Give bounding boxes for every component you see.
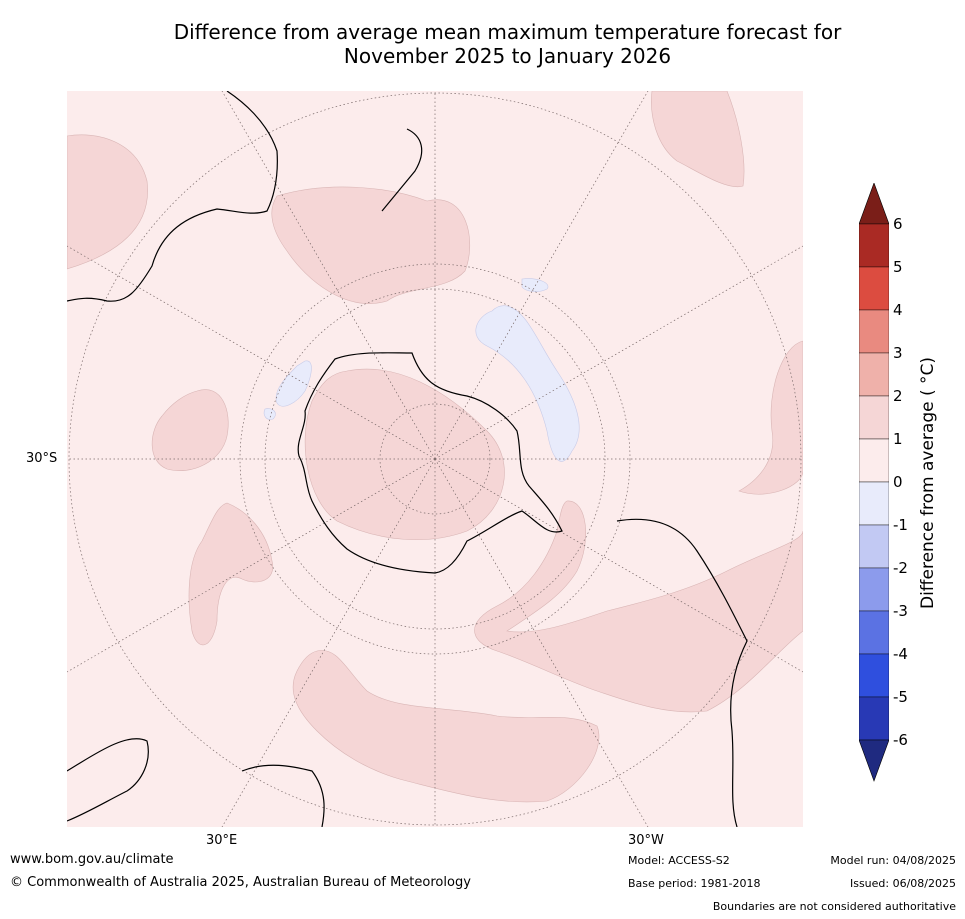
footer-base-period: Base period: 1981-2018 [628,877,761,890]
meridian-line [221,458,436,827]
meridian-line [434,458,803,673]
colorbar-tick-label: 2 [893,387,903,405]
meridian-line [434,458,649,827]
colorbar-tick-label: -3 [893,602,908,620]
colorbar-tick-label: 3 [893,344,903,362]
lat-circle-85s [379,403,491,515]
coastline-south-america [616,518,748,827]
title-line-2: November 2025 to January 2026 [343,44,672,68]
lat-circle-60s [239,263,631,655]
colorbar-segment [858,223,890,268]
coastline-antarctica [297,352,563,574]
colorbar-segment [858,481,890,526]
colorbar-segment [858,309,890,354]
colorbar-extend-low [858,739,890,782]
colorbar-tick-label: -1 [893,516,908,534]
lon-label-30e: 30°E [206,833,238,848]
colorbar-segment [858,696,890,741]
colorbar-segment [858,567,890,612]
title-line-1: Difference from average mean maximum tem… [173,20,842,44]
warm-patch-south-atlantic [151,389,229,471]
colorbar-segment [858,610,890,655]
lat-label-30s: 30°S [26,451,58,466]
colorbar-tick-label: -5 [893,688,908,706]
warm-patch-australia-south [271,186,471,304]
cool-patch-small-1 [521,278,549,292]
polar-map [67,91,803,827]
graticule [67,91,803,827]
colorbar-label: Difference from average ( °C) [918,356,938,610]
meridian-line [67,458,436,673]
cool-patch-small-2 [263,408,276,420]
warm-patch-indian [188,502,274,646]
warm-anomaly-patches [67,91,803,803]
meridian-line [434,245,803,460]
colorbar-segment [858,266,890,311]
colorbar-tick-label: 6 [893,215,903,233]
colorbar-tick-label: -2 [893,559,908,577]
footer-issued: Issued: 06/08/2025 [849,877,956,890]
colorbar-tick-label: 0 [893,473,903,491]
warm-patch-northeast [651,91,745,188]
colorbar-tick-label: 1 [893,430,903,448]
colorbar-graphic [858,182,890,782]
lat-circle-75s [264,288,606,630]
colorbar [858,182,890,787]
warm-patch-antarctica [304,368,505,540]
coastline-australia [67,91,278,302]
meridian-line [221,91,436,460]
colorbar-tick-label: -4 [893,645,908,663]
colorbar-tick-label: -6 [893,731,908,749]
colorbar-segment [858,395,890,440]
colorbar-segment [858,524,890,569]
lat-circle-30s [68,92,802,826]
meridian-line [434,91,649,460]
footer-disclaimer: Boundaries are not considered authoritat… [712,900,956,913]
lon-label-30w: 30°W [628,833,664,848]
footer-url: www.bom.gov.au/climate [10,852,174,867]
coastlines [67,91,748,827]
warm-patch-west [67,134,148,270]
warm-patch-south-central [292,650,600,803]
colorbar-segment [858,653,890,698]
warm-patch-pacific [474,500,803,713]
colorbar-tick-label: 5 [893,258,903,276]
footer-model: Model: ACCESS-S2 [628,854,730,867]
footer-copyright: © Commonwealth of Australia 2025, Austra… [10,875,471,890]
colorbar-tick-label: 4 [893,301,903,319]
chart-title: Difference from average mean maximum tem… [40,20,965,68]
colorbar-segment [858,438,890,483]
footer-model-run: Model run: 04/08/2025 [830,854,956,867]
cool-patch-drake [475,305,580,462]
coastline-new-zealand [381,128,423,212]
cool-anomaly-patches [263,278,580,462]
coastline-madagascar [241,764,325,827]
meridian-line [67,245,436,460]
colorbar-segment [858,352,890,397]
colorbar-extend-high [858,182,890,225]
coastline-africa-south [67,738,149,822]
warm-patch-east-edge [738,340,803,495]
